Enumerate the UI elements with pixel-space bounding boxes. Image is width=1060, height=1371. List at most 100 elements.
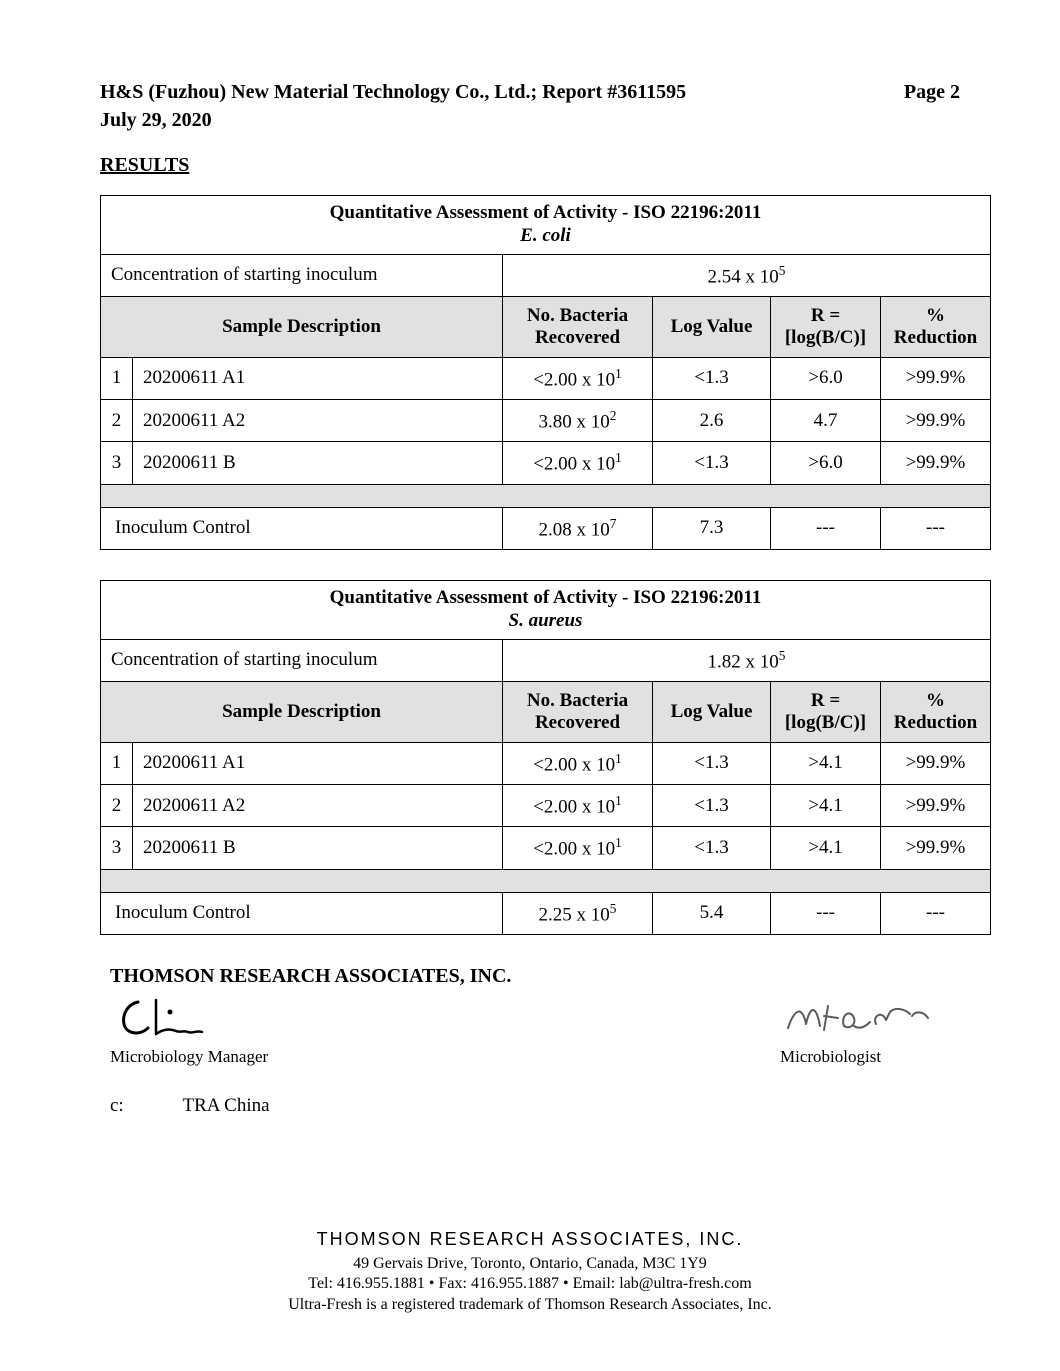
spacer-row	[101, 484, 991, 507]
row-index: 3	[101, 442, 133, 484]
col-logvalue: Log Value	[653, 296, 771, 357]
report-date: July 29, 2020	[100, 109, 960, 132]
table-title-row: Quantitative Assessment of Activity - IS…	[101, 196, 991, 255]
col-r: R =[log(B/C)]	[771, 681, 881, 742]
log-value: 7.3	[653, 507, 771, 549]
signature-block: THOMSON RESEARCH ASSOCIATES, INC. Microb…	[100, 965, 960, 1117]
inoculum-label: Inoculum Control	[101, 507, 503, 549]
footer-address: 49 Gervais Drive, Toronto, Ontario, Cana…	[0, 1254, 1060, 1275]
table-title: Quantitative Assessment of Activity - IS…	[330, 202, 762, 223]
bacteria-recovered: 2.08 x 107	[503, 507, 653, 549]
cc-line: c: TRA China	[110, 1095, 960, 1117]
r-value: ---	[771, 892, 881, 934]
sample-name: 20200611 A2	[133, 784, 503, 826]
col-sample-desc: Sample Description	[101, 296, 503, 357]
sample-name: 20200611 B	[133, 442, 503, 484]
col-reduction: %Reduction	[881, 681, 991, 742]
table-row: 1 20200611 A1 <2.00 x 101 <1.3 >4.1 >99.…	[101, 742, 991, 784]
report-header: H&S (Fuzhou) New Material Technology Co.…	[100, 80, 960, 105]
r-value: >4.1	[771, 784, 881, 826]
conc-value: 2.54 x 105	[503, 254, 991, 296]
sample-name: 20200611 B	[133, 827, 503, 869]
log-value: <1.3	[653, 742, 771, 784]
table-row: 1 20200611 A1 <2.00 x 101 <1.3 >6.0 >99.…	[101, 357, 991, 399]
r-value: ---	[771, 507, 881, 549]
bacteria-recovered: 2.25 x 105	[503, 892, 653, 934]
concentration-row: Concentration of starting inoculum 2.54 …	[101, 254, 991, 296]
bacteria-recovered: <2.00 x 101	[503, 357, 653, 399]
log-value: <1.3	[653, 784, 771, 826]
results-table-ecoli: Quantitative Assessment of Activity - IS…	[100, 195, 991, 550]
row-index: 3	[101, 827, 133, 869]
page-label: Page 2	[904, 80, 960, 105]
col-sample-desc: Sample Description	[101, 681, 503, 742]
report-title: H&S (Fuzhou) New Material Technology Co.…	[100, 80, 686, 105]
column-header-row: Sample Description No. BacteriaRecovered…	[101, 296, 991, 357]
cc-label: c:	[110, 1095, 124, 1116]
col-reduction: %Reduction	[881, 296, 991, 357]
row-index: 1	[101, 742, 133, 784]
reduction: >99.9%	[881, 399, 991, 441]
sample-name: 20200611 A1	[133, 357, 503, 399]
bacteria-recovered: 3.80 x 102	[503, 399, 653, 441]
bacteria-recovered: <2.00 x 101	[503, 442, 653, 484]
log-value: <1.3	[653, 442, 771, 484]
concentration-row: Concentration of starting inoculum 1.82 …	[101, 639, 991, 681]
col-bacteria: No. BacteriaRecovered	[503, 681, 653, 742]
signature-left-icon	[110, 994, 240, 1040]
sample-name: 20200611 A1	[133, 742, 503, 784]
r-value: >6.0	[771, 357, 881, 399]
inoculum-label: Inoculum Control	[101, 892, 503, 934]
reduction: ---	[881, 507, 991, 549]
r-value: >4.1	[771, 827, 881, 869]
row-index: 2	[101, 399, 133, 441]
results-heading: RESULTS	[100, 154, 960, 177]
table-row: 3 20200611 B <2.00 x 101 <1.3 >6.0 >99.9…	[101, 442, 991, 484]
inoculum-row: Inoculum Control 2.08 x 107 7.3 --- ---	[101, 507, 991, 549]
table-subtitle: E. coli	[520, 225, 571, 246]
footer-contact: Tel: 416.955.1881 • Fax: 416.955.1887 • …	[0, 1274, 1060, 1295]
col-bacteria: No. BacteriaRecovered	[503, 296, 653, 357]
r-value: >6.0	[771, 442, 881, 484]
reduction: >99.9%	[881, 742, 991, 784]
column-header-row: Sample Description No. BacteriaRecovered…	[101, 681, 991, 742]
col-r: R =[log(B/C)]	[771, 296, 881, 357]
row-index: 1	[101, 357, 133, 399]
conc-label: Concentration of starting inoculum	[101, 639, 503, 681]
table-title: Quantitative Assessment of Activity - IS…	[330, 587, 762, 608]
table-title-row: Quantitative Assessment of Activity - IS…	[101, 580, 991, 639]
log-value: 5.4	[653, 892, 771, 934]
bacteria-recovered: <2.00 x 101	[503, 784, 653, 826]
sample-name: 20200611 A2	[133, 399, 503, 441]
cc-value: TRA China	[182, 1095, 269, 1116]
col-logvalue: Log Value	[653, 681, 771, 742]
reduction: >99.9%	[881, 784, 991, 826]
table-row: 2 20200611 A2 <2.00 x 101 <1.3 >4.1 >99.…	[101, 784, 991, 826]
reduction: >99.9%	[881, 827, 991, 869]
signature-left-title: Microbiology Manager	[110, 1047, 268, 1067]
table-row: 2 20200611 A2 3.80 x 102 2.6 4.7 >99.9%	[101, 399, 991, 441]
company-name: THOMSON RESEARCH ASSOCIATES, INC.	[110, 965, 960, 988]
conc-value: 1.82 x 105	[503, 639, 991, 681]
footer-company: THOMSON RESEARCH ASSOCIATES, INC.	[0, 1229, 1060, 1250]
log-value: <1.3	[653, 357, 771, 399]
r-value: 4.7	[771, 399, 881, 441]
inoculum-row: Inoculum Control 2.25 x 105 5.4 --- ---	[101, 892, 991, 934]
bacteria-recovered: <2.00 x 101	[503, 742, 653, 784]
bacteria-recovered: <2.00 x 101	[503, 827, 653, 869]
log-value: <1.3	[653, 827, 771, 869]
reduction: >99.9%	[881, 357, 991, 399]
r-value: >4.1	[771, 742, 881, 784]
log-value: 2.6	[653, 399, 771, 441]
reduction: >99.9%	[881, 442, 991, 484]
footer-trademark: Ultra-Fresh is a registered trademark of…	[0, 1295, 1060, 1316]
reduction: ---	[881, 892, 991, 934]
table-row: 3 20200611 B <2.00 x 101 <1.3 >4.1 >99.9…	[101, 827, 991, 869]
conc-label: Concentration of starting inoculum	[101, 254, 503, 296]
signature-right-icon	[780, 996, 950, 1040]
signature-right-title: Microbiologist	[780, 1047, 950, 1067]
spacer-row	[101, 869, 991, 892]
page-footer: THOMSON RESEARCH ASSOCIATES, INC. 49 Ger…	[0, 1229, 1060, 1316]
row-index: 2	[101, 784, 133, 826]
results-table-saureus: Quantitative Assessment of Activity - IS…	[100, 580, 991, 935]
